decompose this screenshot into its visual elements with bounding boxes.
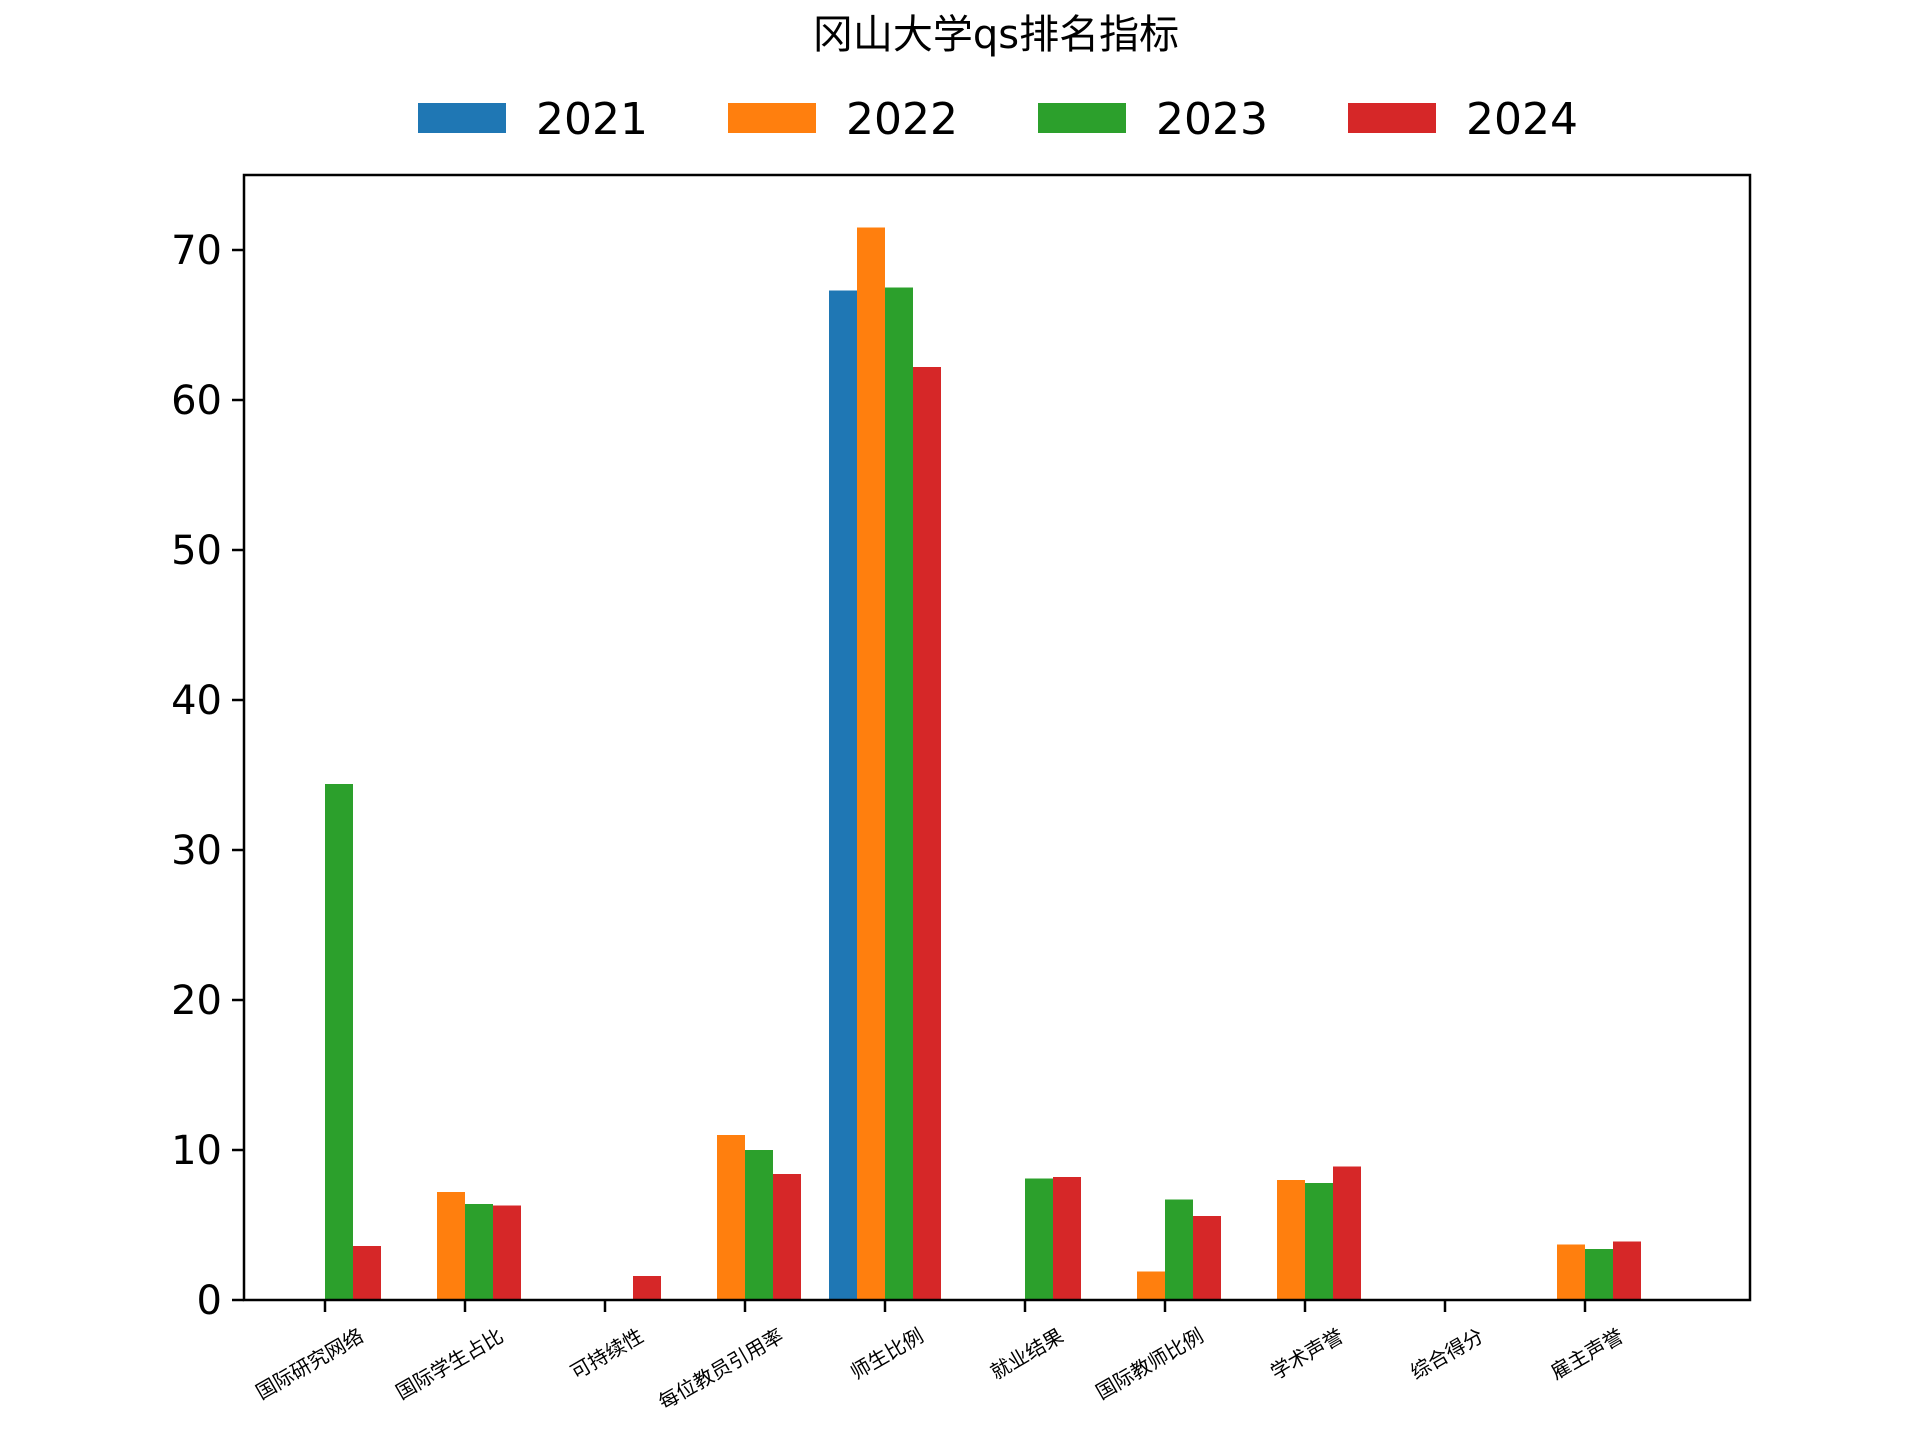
- y-tick-label: 30: [171, 828, 222, 874]
- bar-2023-每位教员引用率: [745, 1150, 773, 1300]
- legend-swatch: [1348, 103, 1436, 133]
- bar-2023-师生比例: [885, 287, 913, 1300]
- x-tick-label: 师生比例: [846, 1324, 927, 1385]
- bar-2024-就业结果: [1053, 1177, 1081, 1300]
- bar-2024-可持续性: [633, 1276, 661, 1300]
- series-2021: [829, 290, 857, 1300]
- y-tick-label: 40: [171, 678, 222, 724]
- y-tick-label: 20: [171, 978, 222, 1024]
- bar-2022-每位教员引用率: [717, 1135, 745, 1300]
- legend-item-2023: 2023: [1038, 94, 1268, 145]
- bar-2022-学术声誉: [1277, 1180, 1305, 1300]
- legend-label: 2021: [536, 94, 648, 145]
- y-tick-label: 60: [171, 378, 222, 424]
- plot-area: 0 10 20 30 40 50 60 70 国际研究网络 国际学生占比 可持续性 每位教员引用率 师生…: [171, 173, 1752, 1415]
- chart-title: 冈山大学qs排名指标: [813, 12, 1179, 58]
- bar-2024-学术声誉: [1333, 1166, 1361, 1300]
- bar-2024-国际教师比例: [1193, 1216, 1221, 1300]
- series-2022: [437, 227, 1585, 1300]
- legend-item-2022: 2022: [728, 94, 958, 145]
- bar-2023-学术声誉: [1305, 1183, 1333, 1300]
- x-tick-label: 国际研究网络: [252, 1324, 368, 1405]
- x-tick-label: 综合得分: [1406, 1324, 1487, 1385]
- bar-2023-国际研究网络: [325, 784, 353, 1300]
- x-tick-label: 学术声誉: [1266, 1324, 1347, 1385]
- legend: 2021 2022 2023 2024: [418, 94, 1578, 145]
- bar-2024-师生比例: [913, 367, 941, 1300]
- y-tick-label: 10: [171, 1128, 222, 1174]
- axes-frame: [242, 173, 1752, 1302]
- bar-2022-师生比例: [857, 227, 885, 1300]
- legend-item-2024: 2024: [1348, 94, 1578, 145]
- x-tick-label: 国际学生占比: [392, 1324, 508, 1405]
- bar-2024-国际研究网络: [353, 1246, 381, 1300]
- legend-swatch: [728, 103, 816, 133]
- x-tick-label: 国际教师比例: [1092, 1324, 1208, 1405]
- y-tick-label: 50: [171, 528, 222, 574]
- x-tick-label: 雇主声誉: [1546, 1324, 1627, 1385]
- series-2024: [353, 367, 1641, 1300]
- legend-item-2021: 2021: [418, 94, 648, 145]
- series-2023: [325, 287, 1613, 1300]
- bar-2021-师生比例: [829, 290, 857, 1300]
- bar-2023-国际学生占比: [465, 1204, 493, 1300]
- bar-2022-国际学生占比: [437, 1192, 465, 1300]
- bar-2024-雇主声誉: [1613, 1241, 1641, 1300]
- legend-swatch: [418, 103, 506, 133]
- bar-2023-国际教师比例: [1165, 1199, 1193, 1300]
- legend-label: 2023: [1156, 94, 1268, 145]
- legend-swatch: [1038, 103, 1126, 133]
- legend-label: 2024: [1466, 94, 1578, 145]
- bar-2022-雇主声誉: [1557, 1244, 1585, 1300]
- legend-label: 2022: [846, 94, 958, 145]
- bar-2023-雇主声誉: [1585, 1249, 1613, 1300]
- y-tick-label: 0: [197, 1278, 222, 1324]
- bar-2024-国际学生占比: [493, 1205, 521, 1300]
- x-tick-label: 就业结果: [986, 1324, 1067, 1385]
- x-tick-label: 可持续性: [566, 1324, 647, 1385]
- bar-2023-就业结果: [1025, 1178, 1053, 1300]
- bar-2022-国际教师比例: [1137, 1271, 1165, 1300]
- x-tick-label: 每位教员引用率: [654, 1324, 787, 1415]
- y-tick-label: 70: [171, 228, 222, 274]
- bar-2024-每位教员引用率: [773, 1174, 801, 1300]
